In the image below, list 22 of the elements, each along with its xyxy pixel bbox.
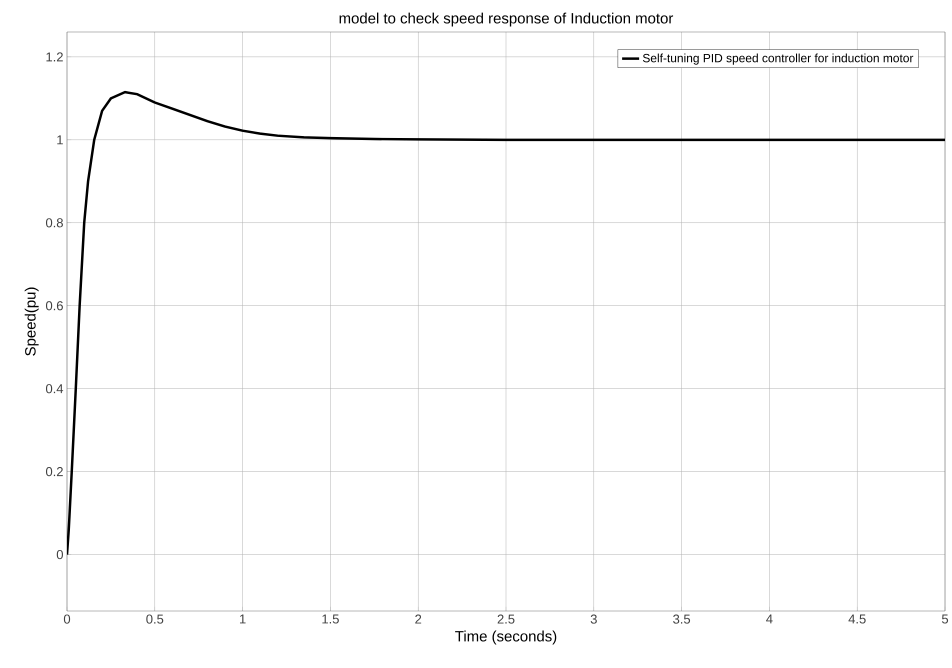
x-tick-label: 4 bbox=[766, 614, 773, 624]
y-tick-label: 0.8 bbox=[46, 218, 63, 228]
y-tick-label: 0.4 bbox=[46, 384, 64, 394]
y-tick-label: 1 bbox=[57, 135, 63, 144]
y-tick-label: 0 bbox=[56, 550, 63, 560]
x-tick-label: 1 bbox=[240, 614, 246, 624]
y-tick-label: 1.2 bbox=[46, 52, 63, 62]
legend-label: Self-tuning PID speed controller for induction motor bbox=[642, 54, 914, 65]
x-tick-label: 1.5 bbox=[322, 614, 339, 624]
x-tick-label: 0 bbox=[64, 614, 70, 624]
x-tick-label: 4.5 bbox=[848, 614, 866, 624]
chart-title: model to check speed response of Induction motor bbox=[340, 12, 674, 26]
x-tick-label: 0.5 bbox=[146, 614, 164, 624]
y-axis-title: Speed(pu) bbox=[24, 288, 39, 356]
x-tick-label: 5 bbox=[942, 614, 948, 624]
x-axis-title: Time (seconds) bbox=[455, 630, 556, 644]
x-tick-label: 2 bbox=[415, 614, 422, 624]
x-tick-label: 3.5 bbox=[673, 614, 690, 624]
x-tick-label: 3 bbox=[590, 614, 597, 624]
y-tick-label: 0.6 bbox=[46, 301, 63, 310]
x-tick-label: 2.5 bbox=[498, 614, 514, 624]
y-tick-label: 0.2 bbox=[46, 467, 63, 476]
